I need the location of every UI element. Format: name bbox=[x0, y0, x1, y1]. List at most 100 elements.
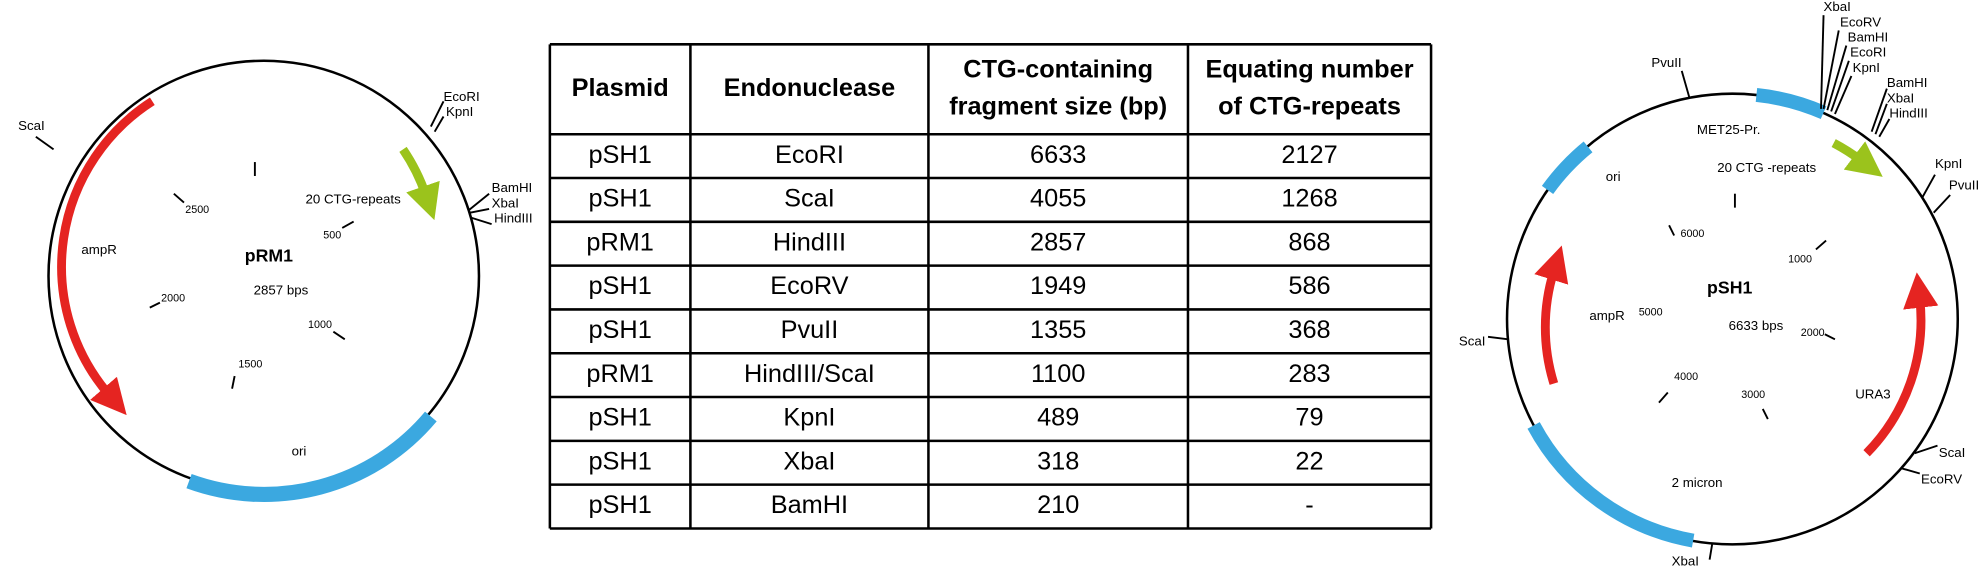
feature-label: ori bbox=[292, 444, 307, 459]
ampr-arrow bbox=[1534, 245, 1569, 385]
plasmid-size: 2857 bps bbox=[254, 283, 309, 298]
plasmid-name: pSH1 bbox=[1707, 277, 1752, 297]
table-cell: HindIII/ScaI bbox=[744, 360, 875, 388]
table-cell: 368 bbox=[1288, 316, 1330, 344]
site-label: BamHI bbox=[492, 180, 533, 195]
site-label: EcoRV bbox=[1921, 471, 1962, 486]
table-cell: 210 bbox=[1037, 491, 1079, 519]
header-cell: of CTG-repeats bbox=[1218, 92, 1401, 120]
table-cell: pSH1 bbox=[588, 491, 651, 519]
table-cell: pRM1 bbox=[586, 360, 654, 388]
promoter-arc bbox=[1755, 88, 1827, 120]
table-cell: 6633 bbox=[1030, 141, 1086, 169]
repeat-arrow bbox=[1831, 139, 1883, 177]
site-label: XbaI bbox=[1887, 90, 1914, 105]
scale-label: 6000 bbox=[1680, 228, 1704, 240]
ampr-arrow bbox=[57, 97, 155, 416]
site-label: XbaI bbox=[492, 195, 519, 210]
ori-arc bbox=[186, 411, 437, 502]
site-lines bbox=[1487, 15, 1951, 560]
table-cell: 79 bbox=[1295, 404, 1323, 432]
table-cell: 1268 bbox=[1281, 185, 1337, 213]
ura3-arrow bbox=[1863, 272, 1939, 457]
site-label: XbaI bbox=[1672, 554, 1699, 569]
scale-label: 500 bbox=[323, 229, 341, 241]
table-cell: 2127 bbox=[1281, 141, 1337, 169]
header-cell: fragment size (bp) bbox=[949, 92, 1167, 120]
site-label: KpnI bbox=[446, 104, 473, 119]
scale-label: 2000 bbox=[1801, 327, 1825, 339]
scale-label: 3000 bbox=[1741, 389, 1765, 401]
table-cell: PvuII bbox=[781, 316, 839, 344]
site-label: BamHI bbox=[1848, 29, 1889, 44]
ori-arc bbox=[1541, 141, 1593, 195]
scale-label: 2500 bbox=[185, 204, 209, 216]
header-cell: Equating number bbox=[1205, 56, 1413, 84]
table-cell: 2857 bbox=[1030, 228, 1086, 256]
table-cell: 868 bbox=[1288, 228, 1330, 256]
site-label: PvuII bbox=[1651, 55, 1681, 70]
site-label: ScaI bbox=[18, 118, 45, 133]
scale-label: 4000 bbox=[1674, 371, 1698, 383]
scale-label: 1000 bbox=[308, 319, 332, 331]
feature-label: 20 CTG -repeats bbox=[1717, 160, 1816, 175]
site-label: ScaI bbox=[1459, 333, 1486, 348]
feature-label: 2 micron bbox=[1672, 475, 1723, 490]
feature-label: ampR bbox=[81, 242, 116, 257]
table-cell: EcoRI bbox=[775, 141, 844, 169]
table-cell: 1100 bbox=[1031, 360, 1085, 388]
site-lines bbox=[35, 100, 492, 389]
table-cell: XbaI bbox=[783, 447, 835, 475]
table-cell: pSH1 bbox=[588, 272, 651, 300]
table-cell: 489 bbox=[1037, 404, 1079, 432]
feature-label: 20 CTG-repeats bbox=[306, 192, 402, 207]
site-label: PvuII bbox=[1949, 178, 1979, 193]
site-label: ScaI bbox=[1939, 445, 1966, 460]
site-label: BamHI bbox=[1887, 75, 1928, 90]
table-cell: 283 bbox=[1288, 360, 1330, 388]
header-cell: Endonuclease bbox=[724, 74, 896, 102]
table-cell: - bbox=[1305, 491, 1313, 519]
table-cell: pSH1 bbox=[588, 141, 651, 169]
plasmid-size: 6633 bps bbox=[1729, 318, 1784, 333]
site-label: XbaI bbox=[1824, 0, 1851, 14]
header-cell: CTG-containing bbox=[963, 56, 1153, 84]
plasmid-name: pRM1 bbox=[245, 246, 293, 266]
table-cell: 1949 bbox=[1030, 272, 1086, 300]
table-cell: pSH1 bbox=[588, 447, 651, 475]
table-cell: pRM1 bbox=[586, 228, 654, 256]
site-label: KpnI bbox=[1853, 60, 1880, 75]
feature-label: ampR bbox=[1589, 308, 1624, 323]
site-label: KpnI bbox=[1935, 156, 1962, 171]
scale-label: 5000 bbox=[1639, 307, 1663, 319]
table-cell: pSH1 bbox=[588, 185, 651, 213]
feature-label: MET25-Pr. bbox=[1697, 122, 1760, 137]
right-plasmid: XbaI EcoRV BamHI EcoRI KpnI BamHI XbaI H… bbox=[1459, 0, 1979, 569]
site-label: HindIII bbox=[1889, 105, 1927, 120]
micron-arc bbox=[1527, 422, 1695, 548]
table-cell: 586 bbox=[1288, 272, 1330, 300]
table-cell: EcoRV bbox=[770, 272, 848, 300]
plasmid-circle bbox=[1505, 92, 1960, 546]
table-cell: 1355 bbox=[1030, 316, 1086, 344]
table-cell: HindIII bbox=[773, 228, 846, 256]
table-cell: pSH1 bbox=[588, 316, 651, 344]
table-cell: ScaI bbox=[784, 185, 835, 213]
site-label: HindIII bbox=[494, 211, 532, 226]
table-cell: 318 bbox=[1037, 447, 1079, 475]
feature-label: URA3 bbox=[1855, 387, 1890, 402]
repeat-arrow bbox=[399, 146, 440, 221]
table-cell: KpnI bbox=[783, 404, 835, 432]
site-label: EcoRI bbox=[444, 89, 480, 104]
scale-label: 1500 bbox=[238, 358, 262, 370]
site-label: EcoRV bbox=[1840, 14, 1881, 29]
table: Plasmid Endonuclease CTG-containing fragmen… bbox=[548, 43, 1433, 530]
scale-label: 1000 bbox=[1788, 253, 1812, 265]
feature-label: ori bbox=[1606, 169, 1621, 184]
site-label: EcoRI bbox=[1850, 45, 1886, 60]
table-cell: BamHI bbox=[771, 491, 848, 519]
scale-label: 2000 bbox=[161, 293, 185, 305]
header-cell: Plasmid bbox=[572, 74, 669, 102]
